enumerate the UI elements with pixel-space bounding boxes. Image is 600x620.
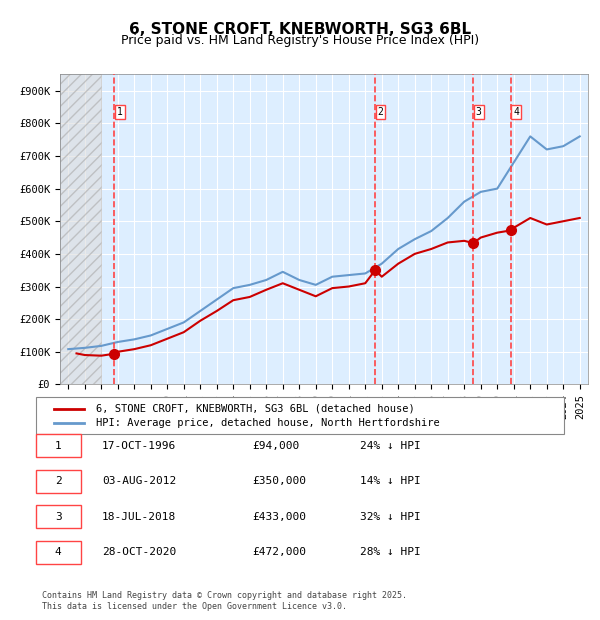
Text: 14% ↓ HPI: 14% ↓ HPI [360, 476, 421, 486]
FancyBboxPatch shape [36, 541, 81, 564]
Text: £472,000: £472,000 [252, 547, 306, 557]
Text: HPI: Average price, detached house, North Hertfordshire: HPI: Average price, detached house, Nort… [96, 418, 440, 428]
Text: 1: 1 [55, 441, 62, 451]
Text: 2: 2 [377, 107, 383, 117]
FancyBboxPatch shape [36, 397, 564, 434]
FancyBboxPatch shape [36, 470, 81, 493]
FancyBboxPatch shape [36, 505, 81, 528]
Text: 6, STONE CROFT, KNEBWORTH, SG3 6BL (detached house): 6, STONE CROFT, KNEBWORTH, SG3 6BL (deta… [96, 404, 415, 414]
Text: Price paid vs. HM Land Registry's House Price Index (HPI): Price paid vs. HM Land Registry's House … [121, 34, 479, 47]
Text: 32% ↓ HPI: 32% ↓ HPI [360, 512, 421, 522]
Text: 4: 4 [55, 547, 62, 557]
Text: £350,000: £350,000 [252, 476, 306, 486]
Text: £94,000: £94,000 [252, 441, 299, 451]
Text: 1: 1 [117, 107, 123, 117]
Text: £433,000: £433,000 [252, 512, 306, 522]
Bar [60, 74, 101, 384]
Text: 2: 2 [55, 476, 62, 486]
Text: 6, STONE CROFT, KNEBWORTH, SG3 6BL: 6, STONE CROFT, KNEBWORTH, SG3 6BL [129, 22, 471, 37]
Text: 24% ↓ HPI: 24% ↓ HPI [360, 441, 421, 451]
Text: 18-JUL-2018: 18-JUL-2018 [102, 512, 176, 522]
Text: Contains HM Land Registry data © Crown copyright and database right 2025.
This d: Contains HM Land Registry data © Crown c… [42, 591, 407, 611]
Text: 3: 3 [476, 107, 482, 117]
Text: 28-OCT-2020: 28-OCT-2020 [102, 547, 176, 557]
Text: 17-OCT-1996: 17-OCT-1996 [102, 441, 176, 451]
Text: 4: 4 [514, 107, 519, 117]
Text: 3: 3 [55, 512, 62, 522]
Text: 28% ↓ HPI: 28% ↓ HPI [360, 547, 421, 557]
Text: 03-AUG-2012: 03-AUG-2012 [102, 476, 176, 486]
FancyBboxPatch shape [36, 434, 81, 457]
